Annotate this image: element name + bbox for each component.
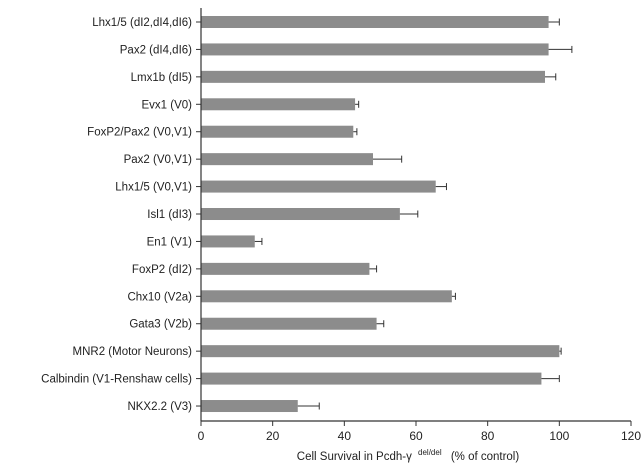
category-label: Gata3 (V2b) <box>129 319 192 331</box>
x-tick-label: 0 <box>198 429 205 443</box>
x-tick-label: 20 <box>266 429 280 443</box>
bar <box>201 317 377 330</box>
bar <box>201 400 298 413</box>
bar <box>201 16 549 28</box>
category-label: Isl1 (dI3) <box>147 209 192 221</box>
category-label: Lhx1/5 (V0,V1) <box>115 182 192 194</box>
category-label: FoxP2/Pax2 (V0,V1) <box>87 127 192 139</box>
error-bars-layer <box>254 18 573 410</box>
bar <box>201 290 452 303</box>
x-tick-label: 80 <box>481 429 495 443</box>
bar <box>201 98 356 111</box>
x-tick-label: 60 <box>409 429 423 443</box>
category-label: Pax2 (dI4,dI6) <box>120 44 192 56</box>
bar <box>201 153 373 166</box>
category-label: Evx1 (V0) <box>142 99 193 111</box>
x-axis-label-prefix: Cell Survival in Pcdh-γ <box>297 451 412 463</box>
bar <box>201 208 400 221</box>
x-tick-label: 100 <box>549 429 569 443</box>
bar <box>201 345 560 358</box>
category-label: Lhx1/5 (dI2,dI4,dI6) <box>92 17 192 29</box>
bar <box>201 235 255 248</box>
category-label: FoxP2 (dI2) <box>132 264 192 276</box>
labels-layer: Lhx1/5 (dI2,dI4,dI6) Pax2 (dI4,dI6) Lmx1b … <box>41 17 641 443</box>
category-label: Pax2 (V0,V1) <box>124 154 193 166</box>
bar <box>201 43 549 56</box>
bar <box>201 372 542 385</box>
category-label: En1 (V1) <box>147 236 193 248</box>
axes-layer <box>196 8 632 426</box>
bar <box>201 180 436 193</box>
bar <box>201 262 370 275</box>
bars-layer <box>201 16 560 413</box>
category-label: NKX2.2 (V3) <box>127 401 192 413</box>
bar <box>201 125 354 138</box>
category-label: Calbindin (V1-Renshaw cells) <box>41 374 192 386</box>
category-label: Lmx1b (dI5) <box>131 72 193 84</box>
x-tick-label: 120 <box>621 429 641 443</box>
x-tick-label: 40 <box>338 429 352 443</box>
bar <box>201 70 545 83</box>
category-label: MNR2 (Motor Neurons) <box>73 346 193 358</box>
x-axis-label-suffix: (% of control) <box>451 451 520 463</box>
x-axis-label: Cell Survival in Pcdh-γ del/del (% of co… <box>297 446 520 463</box>
x-axis-label-superscript: del/del <box>418 448 442 457</box>
category-label: Chx10 (V2a) <box>127 291 192 303</box>
